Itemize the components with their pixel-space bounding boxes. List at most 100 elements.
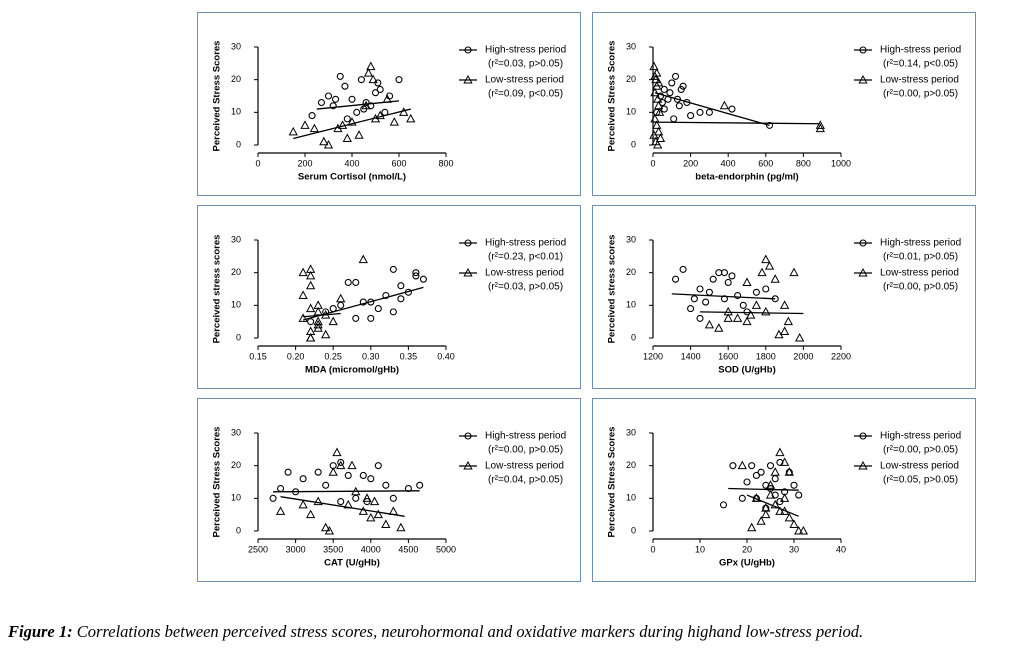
x-tick-label: 1200 bbox=[643, 351, 663, 361]
circle-marker bbox=[395, 76, 403, 84]
x-tick-label: 0.20 bbox=[287, 351, 305, 361]
y-axis-label: Perceived Stress Scores bbox=[607, 427, 618, 538]
trend-line bbox=[728, 487, 799, 491]
triangle-marker bbox=[653, 139, 663, 149]
circle-marker bbox=[677, 85, 685, 94]
triangle-marker bbox=[784, 512, 794, 522]
triangle-marker bbox=[375, 110, 385, 120]
circle-marker bbox=[672, 72, 680, 80]
y-tick-label: 30 bbox=[231, 427, 241, 437]
circle-marker bbox=[738, 494, 746, 502]
circle-marker bbox=[374, 305, 382, 313]
x-tick-label: 600 bbox=[758, 158, 773, 168]
y-tick-label: 20 bbox=[626, 460, 636, 470]
circle-marker bbox=[752, 471, 760, 480]
triangle-marker bbox=[719, 100, 730, 110]
y-tick-label: 0 bbox=[236, 525, 241, 535]
triangle-marker bbox=[775, 506, 785, 515]
y-axis-label: Perceived Stress Scores bbox=[607, 41, 618, 152]
triangle-marker bbox=[324, 525, 335, 535]
triangle-marker bbox=[654, 107, 665, 116]
y-tick-label: 30 bbox=[231, 234, 241, 244]
legend-stat: (r²=0.00, p>0.05) bbox=[883, 445, 958, 456]
x-tick-label: 4000 bbox=[361, 544, 381, 554]
legend-marker bbox=[464, 239, 472, 247]
circle-marker bbox=[332, 95, 340, 103]
x-tick-label: 0.25 bbox=[324, 351, 342, 361]
panel: 0 10 20 30 0 10 20 30 40 GPx (U/gHb) Perceived Str… bbox=[592, 398, 976, 582]
y-axis-label: Perceived Stress Scores bbox=[212, 427, 223, 538]
x-tick-label: 20 bbox=[742, 544, 752, 554]
circle-marker bbox=[728, 105, 736, 113]
trend-line bbox=[652, 121, 821, 125]
circle-marker bbox=[367, 314, 375, 322]
circle-marker bbox=[337, 498, 345, 506]
triangle-marker bbox=[342, 133, 352, 142]
triangle-marker bbox=[313, 306, 323, 316]
triangle-marker bbox=[406, 113, 416, 123]
triangle-marker bbox=[288, 126, 298, 136]
triangle-marker bbox=[309, 123, 320, 133]
triangle-marker bbox=[765, 490, 776, 499]
triangle-marker bbox=[761, 503, 771, 512]
triangle-marker bbox=[649, 61, 659, 71]
x-tick-label: 0.15 bbox=[249, 351, 267, 361]
y-tick-label: 10 bbox=[231, 107, 241, 117]
triangle-marker bbox=[714, 323, 724, 332]
triangle-marker bbox=[323, 139, 334, 149]
y-tick-label: 0 bbox=[631, 525, 636, 535]
legend-label: Low-stress period bbox=[880, 268, 959, 279]
circle-marker bbox=[696, 108, 704, 116]
circle-marker bbox=[728, 272, 736, 280]
circle-marker bbox=[371, 89, 380, 97]
circle-marker bbox=[367, 475, 375, 483]
circle-marker bbox=[353, 108, 361, 116]
triangle-marker bbox=[742, 316, 752, 326]
trend-line bbox=[303, 312, 341, 318]
triangle-marker bbox=[328, 467, 338, 476]
triangle-marker bbox=[373, 509, 383, 519]
triangle-marker bbox=[389, 117, 399, 126]
legend-stat: (r²=0.05, p>0.05) bbox=[883, 475, 958, 486]
triangle-marker bbox=[369, 496, 380, 506]
legend-stat: (r²=0.23, p<0.01) bbox=[488, 252, 563, 263]
triangle-marker bbox=[794, 332, 805, 342]
trend-line bbox=[273, 490, 420, 493]
triangle-marker bbox=[747, 522, 757, 532]
legend-label: High-stress period bbox=[880, 238, 961, 249]
circle-marker bbox=[660, 85, 668, 94]
x-tick-label: 30 bbox=[789, 544, 799, 554]
legend-label: Low-stress period bbox=[485, 75, 564, 86]
triangle-marker bbox=[336, 460, 346, 470]
triangle-marker bbox=[746, 310, 756, 319]
triangle-marker bbox=[779, 300, 790, 309]
triangle-marker bbox=[305, 270, 316, 280]
x-tick-label: 40 bbox=[836, 544, 846, 554]
circle-marker bbox=[771, 475, 779, 483]
triangle-marker bbox=[761, 306, 771, 316]
y-tick-label: 10 bbox=[626, 493, 636, 503]
x-tick-label: 0.35 bbox=[400, 351, 418, 361]
panel-border bbox=[592, 205, 976, 389]
y-axis-label: Perceived stress scores bbox=[212, 235, 223, 344]
y-tick-label: 30 bbox=[626, 41, 636, 51]
x-tick-label: 400 bbox=[344, 158, 359, 168]
y-tick-label: 20 bbox=[231, 74, 241, 84]
circle-marker bbox=[719, 501, 728, 509]
circle-marker bbox=[382, 291, 390, 300]
x-axis-label: beta-endorphin (pg/ml) bbox=[695, 172, 798, 183]
circle-marker bbox=[359, 298, 367, 306]
legend-label: Low-stress period bbox=[485, 268, 564, 279]
circle-marker bbox=[337, 458, 345, 466]
triangle-marker bbox=[332, 447, 342, 457]
legend-stat: (r²=0.09, p<0.05) bbox=[488, 89, 563, 100]
circle-marker bbox=[790, 481, 798, 489]
triangle-marker bbox=[652, 68, 662, 77]
legend-stat: (r²=0.04, p>0.05) bbox=[488, 475, 563, 486]
circle-marker bbox=[412, 272, 420, 280]
x-tick-label: 600 bbox=[391, 158, 406, 168]
triangle-marker bbox=[366, 512, 376, 522]
circle-marker bbox=[724, 278, 732, 287]
legend-stat: (r²=0.00, p>0.05) bbox=[883, 282, 958, 293]
legend-marker bbox=[463, 460, 473, 470]
